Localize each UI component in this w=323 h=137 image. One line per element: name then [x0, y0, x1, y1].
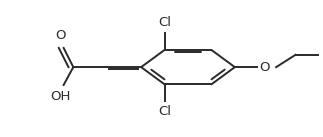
Text: Cl: Cl [158, 105, 171, 118]
Text: O: O [259, 61, 270, 74]
Text: O: O [55, 29, 66, 42]
Text: OH: OH [50, 90, 71, 103]
Text: Cl: Cl [158, 16, 171, 29]
